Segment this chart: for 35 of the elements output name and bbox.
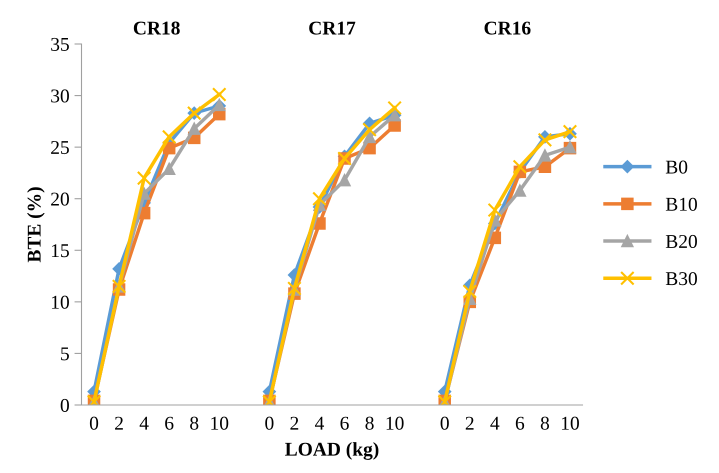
x-tick-label: 4	[490, 416, 500, 430]
y-tick-label: 0	[60, 398, 69, 412]
y-tick-label: 10	[52, 296, 69, 309]
legend-label: B10	[666, 198, 697, 211]
x-tick-label: 6	[165, 416, 174, 430]
x-tick-label: 8	[190, 416, 198, 430]
text: CR18	[134, 22, 180, 35]
x-tick-label: 0	[440, 416, 449, 430]
x-axis-title: LOAD (kg)	[285, 442, 378, 460]
y-tick-label: 5	[61, 347, 69, 360]
text: CR17	[309, 22, 356, 35]
x-tick-label: 8	[540, 416, 550, 430]
x-tick-label: 4	[314, 416, 324, 430]
y-tick-label: 20	[51, 192, 69, 206]
x-tick-label: 10	[211, 416, 228, 430]
x-tick-label: 2	[466, 416, 474, 430]
y-tick-label: 30	[51, 89, 69, 103]
x-tick-label: 4	[140, 416, 149, 430]
legend-label: B0	[666, 160, 688, 174]
y-tick-label: 15	[52, 244, 69, 258]
y-axis-title: BTE (%)	[27, 187, 45, 262]
x-tick-label: 2	[290, 416, 298, 430]
y-tick-label: 35	[51, 38, 69, 51]
legend-label: B30	[666, 272, 697, 286]
legend-label: B20	[666, 234, 697, 248]
x-tick-label: 10	[562, 416, 579, 430]
x-tick-label: 6	[516, 416, 524, 430]
x-tick-label: 8	[365, 416, 374, 430]
text: CR16	[484, 22, 531, 35]
x-tick-label: 0	[90, 416, 98, 430]
x-tick-label: 6	[340, 416, 349, 430]
x-tick-label: 2	[115, 416, 123, 430]
x-tick-label: 0	[265, 416, 274, 430]
y-tick-label: 25	[51, 141, 69, 154]
x-tick-label: 10	[386, 416, 404, 430]
